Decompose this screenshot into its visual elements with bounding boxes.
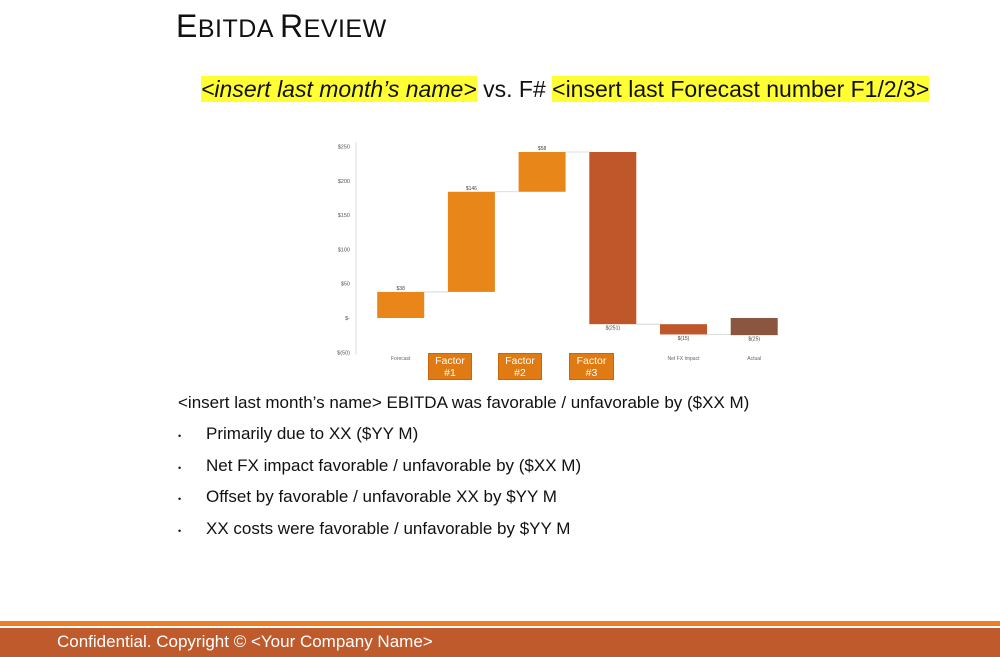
month-placeholder: <insert last month’s name> [201, 76, 477, 102]
bullet-text: Primarily due to XX ($YY M) [206, 424, 419, 443]
data-label: $(25) [748, 337, 760, 343]
slide-title: EBITDA REVIEW [176, 8, 387, 44]
waterfall-bar [518, 151, 566, 192]
data-label: $146 [466, 186, 477, 192]
bullet-dot: • [178, 525, 182, 536]
waterfall-bar [377, 291, 425, 318]
y-tick-label: $- [345, 316, 350, 322]
x-category-label: Forecast [391, 356, 411, 362]
y-tick-label: $150 [338, 213, 350, 219]
footer-accent-line [0, 621, 1000, 626]
y-tick-label: $200 [338, 179, 350, 185]
factor-box-1-line2: #1 [444, 367, 456, 379]
y-tick-label: $100 [338, 247, 350, 253]
bullet-dot: • [178, 494, 182, 504]
ebitda-summary: <insert last month’s name> EBITDA was fa… [178, 393, 750, 412]
factor-box-3-line1: Factor [576, 355, 607, 367]
bullet-text: Net FX impact favorable / unfavorable by… [206, 455, 582, 475]
subtitle-vs: vs. F# [476, 76, 553, 102]
data-label: $(251) [606, 326, 621, 332]
footer-copyright: Confidential. Copyright © <Your Company … [57, 632, 433, 651]
waterfall-bar [730, 318, 778, 336]
bullet-dot: • [178, 462, 182, 473]
slide-subtitle: <insert last month’s name> vs. F# <inser… [201, 76, 930, 103]
data-label: $38 [397, 286, 406, 292]
y-tick-label: $250 [338, 145, 350, 151]
x-category-label: Actual [747, 356, 761, 362]
bullet-text: Offset by favorable / unfavorable XX by … [206, 487, 557, 506]
factor-box-2: Factor #2 [498, 353, 542, 380]
y-tick-label: $50 [341, 282, 350, 288]
data-label: $(15) [678, 336, 690, 342]
factor-box-1: Factor #1 [428, 353, 472, 380]
waterfall-bar [660, 324, 707, 335]
bullet-dot: • [178, 431, 182, 441]
data-label: $58 [538, 146, 547, 152]
y-tick-label: $(50) [337, 350, 350, 356]
footer-bar: Confidential. Copyright © <Your Company … [0, 628, 1000, 657]
waterfall-bar [589, 151, 637, 325]
waterfall-chart: $250 $200 $150 $100 $50 $- $(50) $38 $146 $58 $(25… [337, 142, 778, 362]
x-category-label: Net FX Impact [668, 356, 701, 362]
factor-box-2-line2: #2 [514, 367, 526, 379]
factor-box-3: Factor #3 [569, 353, 614, 380]
factor-box-2-line1: Factor [505, 355, 535, 367]
waterfall-bar [447, 191, 495, 292]
bullet-text: XX costs were favorable / unfavorable by… [206, 518, 571, 538]
forecast-placeholder: <insert last Forecast number F1/2/3> [552, 76, 930, 102]
factor-box-3-line2: #3 [585, 367, 598, 379]
factor-box-1-line1: Factor [435, 355, 465, 367]
